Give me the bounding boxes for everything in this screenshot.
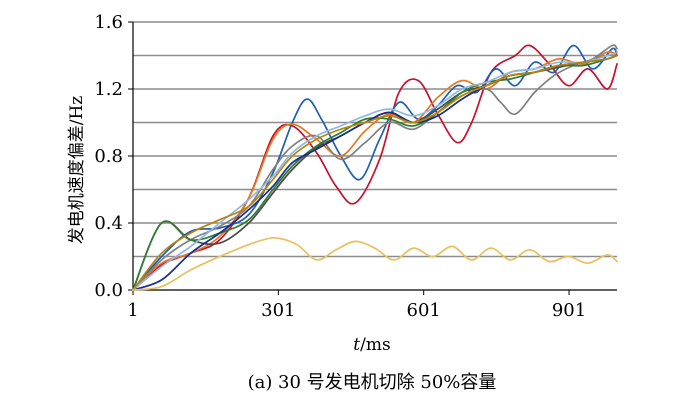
- y-tick-label: 0.8: [94, 146, 123, 167]
- y-axis-title: 发电机速度偏差/Hz: [67, 96, 87, 245]
- series-line-6: [132, 54, 618, 291]
- x-tick-label: 601: [407, 300, 441, 321]
- x-axis-title-unit: /ms: [360, 335, 391, 355]
- y-tick-label: 1.6: [94, 12, 123, 33]
- y-gridlines: [133, 21, 617, 258]
- axes: [128, 21, 617, 295]
- y-tick-label: 0.4: [94, 213, 123, 234]
- series-line-10: [132, 236, 618, 291]
- figure-caption: (a) 30 号发电机切除 50%容量: [248, 372, 497, 393]
- series-line-1: [132, 44, 618, 291]
- x-tick-label: 901: [552, 300, 586, 321]
- x-tick-labels: 1 301 601 901: [127, 300, 586, 321]
- series-lines: [132, 44, 618, 291]
- x-axis-title-variable: t: [353, 335, 360, 355]
- x-tick-label: 1: [127, 300, 138, 321]
- x-tick-label: 301: [261, 300, 295, 321]
- y-tick-label: 0.0: [94, 280, 123, 301]
- y-tick-labels: 0.0 0.4 0.8 1.2 1.6: [94, 12, 123, 301]
- series-line-9: [132, 54, 618, 291]
- series-line-2: [132, 44, 618, 291]
- x-axis-title: t/ms: [353, 335, 390, 355]
- y-tick-label: 1.2: [94, 79, 123, 100]
- series-line-5: [132, 44, 618, 291]
- series-line-7: [132, 54, 618, 291]
